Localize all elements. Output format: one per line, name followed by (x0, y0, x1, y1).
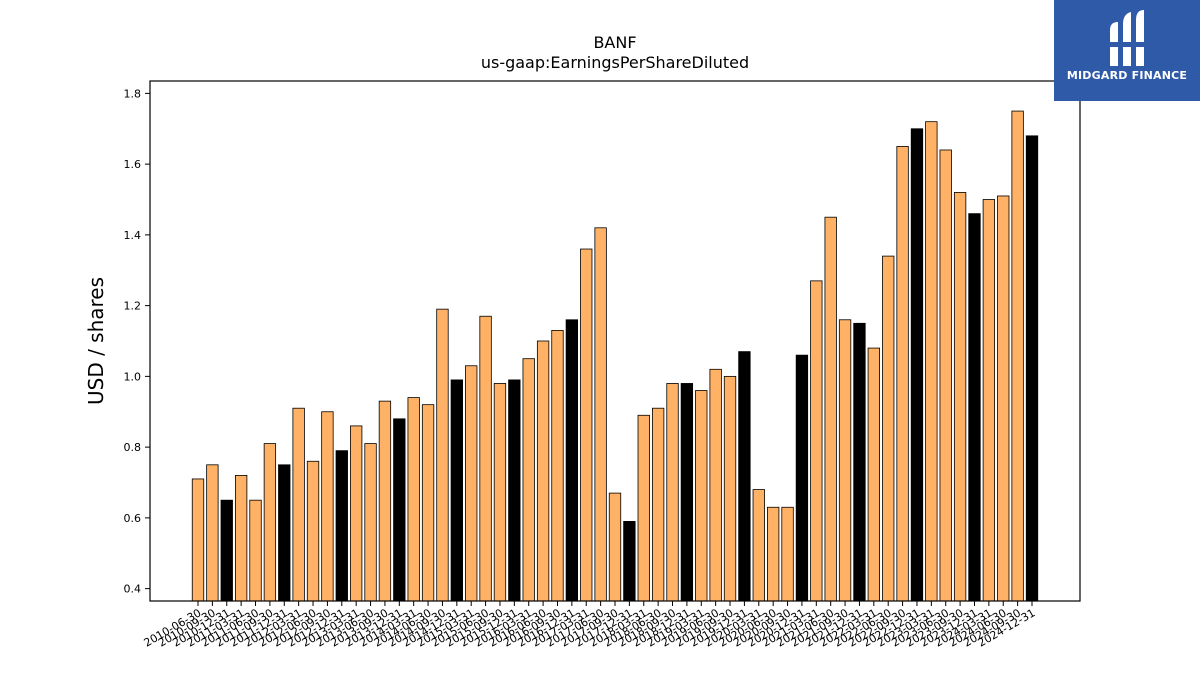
y-tick-label: 0.4 (124, 583, 142, 596)
y-tick-label: 1.2 (124, 300, 142, 313)
bar-2010-09-30 (206, 464, 219, 602)
bar-2013-06-30 (364, 443, 377, 602)
y-tick-label: 1.0 (124, 370, 142, 383)
bar-2024-12-31 (1025, 135, 1039, 602)
bar-2023-12-31 (968, 213, 981, 602)
bar-2011-06-30 (249, 499, 262, 602)
bar-2017-03-31 (580, 248, 593, 602)
bar-2018-12-31 (680, 383, 694, 602)
bar-2015-09-30 (493, 383, 507, 602)
bar-2023-03-31 (925, 121, 938, 602)
bar-2020-06-30 (767, 506, 780, 602)
bar-2011-09-30 (263, 443, 277, 602)
bar-2022-03-31 (867, 347, 880, 602)
bar-2010-12-31 (220, 499, 233, 602)
bar-2020-03-31 (752, 489, 765, 602)
bar-2021-06-30 (824, 216, 837, 602)
midgard-finance-logo: MIDGARD FINANCE (1054, 0, 1200, 101)
bar-2015-12-31 (508, 379, 521, 602)
bar-group (191, 110, 1039, 602)
logo-text: MIDGARD FINANCE (1066, 69, 1188, 82)
bar-2016-12-31 (565, 319, 579, 602)
bar-2012-12-31 (335, 450, 348, 602)
chart-subtitle: us-gaap:EarningsPerShareDiluted (481, 53, 749, 72)
bar-2020-12-31 (795, 354, 809, 602)
bar-2023-06-30 (939, 149, 952, 602)
bar-2019-12-31 (738, 351, 751, 602)
bar-2013-09-30 (378, 400, 392, 602)
bar-2019-03-31 (695, 390, 708, 602)
midgard-logo-icon (1108, 10, 1146, 66)
y-tick-label: 1.4 (124, 229, 142, 242)
bar-2016-03-31 (522, 358, 535, 602)
bar-2022-12-31 (910, 128, 924, 602)
y-tick-label: 1.8 (124, 87, 142, 100)
bar-2024-03-31 (982, 199, 996, 602)
bar-2016-06-30 (536, 340, 550, 602)
y-tick-label: 0.6 (124, 512, 142, 525)
bar-2017-12-31 (623, 521, 636, 602)
bar-2012-06-30 (306, 460, 320, 602)
bar-2015-06-30 (479, 315, 492, 602)
bar-2014-03-31 (407, 397, 420, 602)
bar-2022-09-30 (896, 146, 909, 602)
plot-frame (149, 80, 1081, 602)
bar-2020-09-30 (781, 506, 794, 602)
bar-2024-09-30 (1011, 110, 1024, 602)
bar-2011-03-31 (234, 475, 248, 602)
bar-2012-09-30 (321, 411, 334, 602)
bar-2023-09-30 (953, 192, 967, 602)
bar-2017-06-30 (594, 227, 607, 602)
bar-2012-03-31 (292, 407, 305, 602)
bar-2014-12-31 (450, 379, 463, 602)
bar-2022-06-30 (882, 255, 895, 602)
bar-2019-09-30 (723, 375, 737, 602)
y-tick-label: 1.6 (124, 158, 142, 171)
bar-2014-09-30 (436, 308, 449, 602)
bar-2015-03-31 (465, 365, 478, 602)
y-tick-label: 0.8 (124, 441, 142, 454)
y-axis-ticks: 0.4 0.6 0.8 1.0 1.2 1.4 1.6 1.8 (124, 87, 150, 596)
x-axis-ticks: 2010-06-302010-09-302010-12-312011-03-31… (142, 601, 1038, 650)
bar-2017-09-30 (608, 492, 622, 602)
bar-2018-06-30 (651, 407, 665, 602)
bar-2014-06-30 (421, 404, 435, 602)
bar-2013-03-31 (350, 425, 363, 602)
bar-2021-12-31 (853, 322, 866, 602)
chart-title: BANF (593, 33, 636, 52)
bar-2011-12-31 (278, 464, 291, 602)
bar-2018-03-31 (637, 414, 650, 602)
bar-2019-06-30 (709, 368, 722, 602)
bar-2021-09-30 (838, 319, 852, 602)
y-axis-label: USD / shares (84, 277, 108, 405)
bar-2013-12-31 (393, 418, 406, 602)
bar-2010-06-30 (191, 478, 205, 602)
bar-2021-03-31 (810, 280, 823, 602)
bar-2018-09-30 (666, 383, 679, 602)
bar-2016-09-30 (551, 329, 564, 602)
bar-2024-06-30 (997, 195, 1010, 602)
